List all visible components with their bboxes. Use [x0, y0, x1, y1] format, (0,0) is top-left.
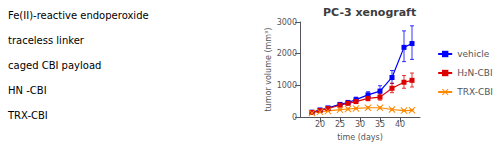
svg-text:3000: 3000 — [277, 18, 297, 27]
svg-text:40: 40 — [395, 120, 405, 129]
svg-text:35: 35 — [375, 120, 385, 129]
svg-text:1000: 1000 — [277, 81, 297, 90]
svg-text:H₂N-CBI: H₂N-CBI — [457, 68, 492, 78]
svg-text:time (days): time (days) — [337, 133, 383, 142]
svg-text:tumor volume (mm³): tumor volume (mm³) — [264, 28, 273, 112]
svg-text:25: 25 — [335, 120, 345, 129]
svg-text:HN -CBI: HN -CBI — [8, 85, 47, 96]
svg-text:vehicle: vehicle — [457, 49, 490, 59]
svg-text:2000: 2000 — [277, 49, 297, 58]
svg-text:traceless linker: traceless linker — [8, 35, 85, 46]
svg-text:0: 0 — [292, 113, 297, 122]
svg-text:Fe(II)-reactive endoperoxide: Fe(II)-reactive endoperoxide — [8, 10, 149, 21]
svg-text:TRX-CBI: TRX-CBI — [456, 87, 493, 97]
svg-text:20: 20 — [315, 120, 325, 129]
svg-text:caged CBI payload: caged CBI payload — [8, 60, 101, 71]
svg-text:PC-3 xenograft: PC-3 xenograft — [323, 6, 416, 19]
svg-text:TRX-CBI: TRX-CBI — [7, 110, 48, 121]
svg-text:30: 30 — [355, 120, 365, 129]
